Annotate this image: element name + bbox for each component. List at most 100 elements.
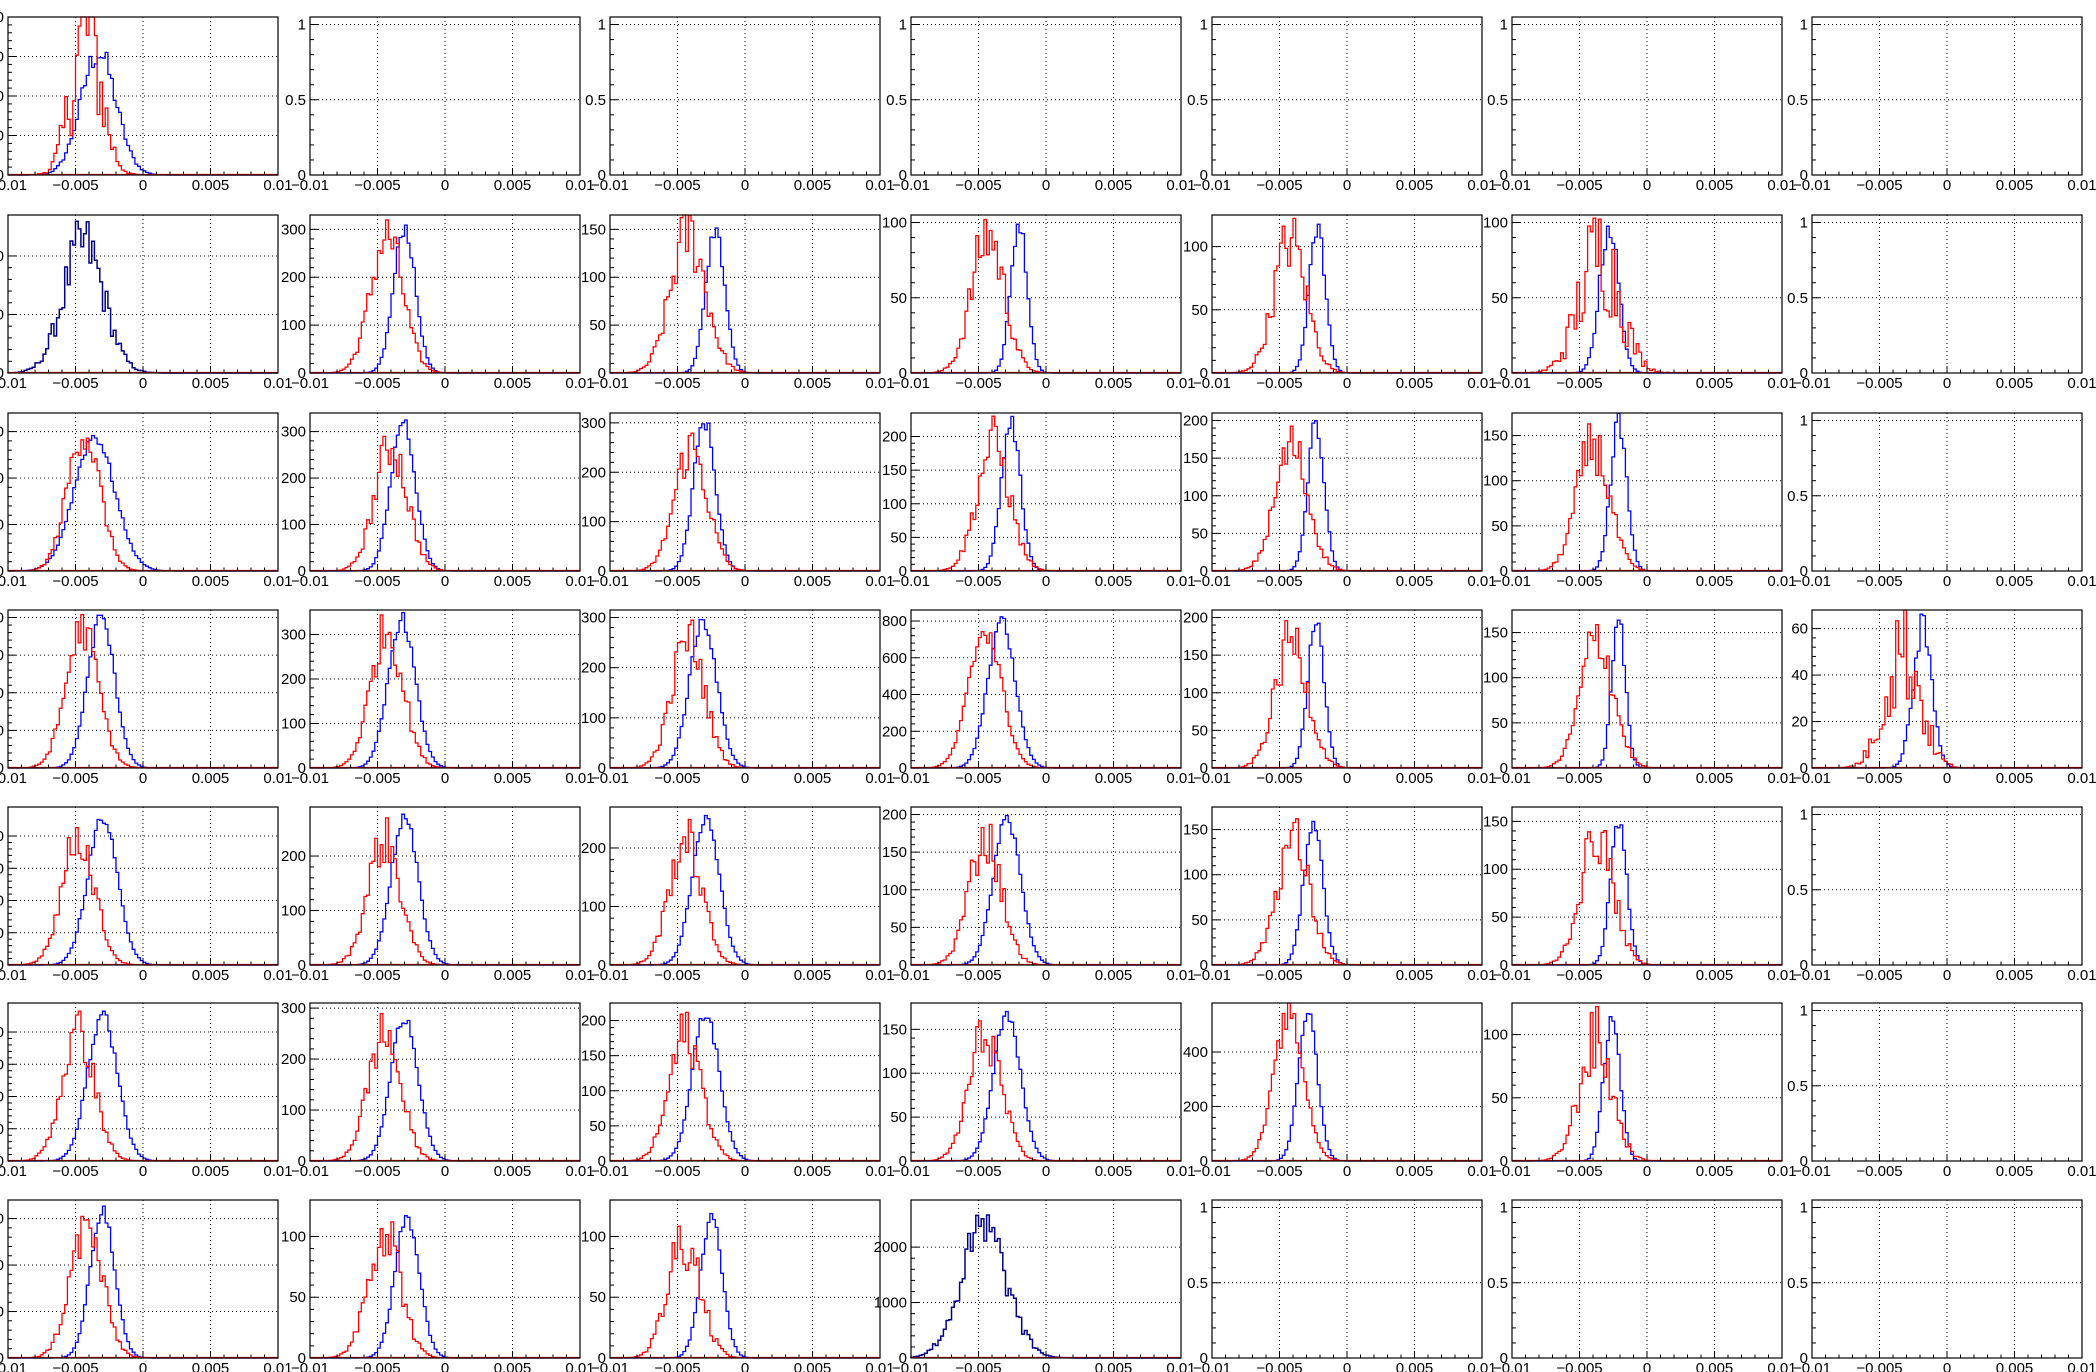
y-tick-label: 150 [1483,813,1508,830]
panel-r2-c4: −0.01 −0.005 0 0.005 0.01 0 50 100 [882,214,1196,392]
x-tick-label: 0.005 [794,770,832,787]
y-tick-label: 0 [1800,1153,1808,1170]
x-tick-label: −0.01 [291,177,329,194]
panel-r5-c7: −0.01 −0.005 0 0.005 0.01 0 0.5 1 [1787,806,2096,984]
panel-r1-c7: −0.01 −0.005 0 0.005 0.01 0 0.5 1 [1787,16,2096,194]
x-tick-label: −0.01 [1493,375,1531,392]
y-tick-label: 300 [0,1056,4,1073]
y-tick-label: 50 [1191,302,1208,319]
x-tick-label: −0.01 [1193,375,1231,392]
y-tick-label: 0 [1200,365,1208,382]
x-tick-label: 0.005 [1996,375,2034,392]
y-tick-label: 0 [1500,1153,1508,1170]
y-tick-label: 50 [1191,912,1208,929]
x-tick-label: −0.005 [52,1163,98,1180]
y-tick-label: 400 [0,828,4,845]
histogram-series-red [310,435,580,572]
histogram-series-blue [610,618,880,769]
x-tick-label: −0.01 [0,770,27,787]
y-tick-label: 60 [0,49,4,66]
y-tick-label: 50 [589,1289,606,1306]
x-tick-label: −0.005 [1256,1360,1302,1372]
x-tick-label: −0.005 [955,967,1001,984]
y-tick-label: 100 [882,496,907,513]
x-tick-label: 0.005 [794,177,832,194]
x-tick-label: 0.005 [1396,375,1434,392]
x-tick-label: −0.005 [1256,375,1302,392]
x-tick-label: 0.005 [1095,375,1133,392]
y-tick-label: 0 [0,167,4,184]
x-tick-label: 0 [741,1360,749,1372]
y-tick-label: 0 [1500,760,1508,777]
y-tick-label: 1000 [874,1295,907,1312]
panel-r5-c1: −0.01 −0.005 0 0.005 0.01 0 100 200 300 400 [0,806,293,984]
x-tick-label: 0.01 [1767,177,1796,194]
x-tick-label: 0 [1943,375,1951,392]
x-tick-label: 0.005 [1996,770,2034,787]
x-tick-label: 0 [1042,177,1050,194]
y-tick-label: 0 [0,1350,4,1367]
panel-r7-c5: −0.01 −0.005 0 0.005 0.01 0 0.5 1 [1187,1199,1497,1372]
y-tick-label: 50 [1491,715,1508,732]
y-tick-label: 0 [598,563,606,580]
x-tick-label: 0.01 [263,1360,292,1372]
x-tick-label: −0.01 [0,375,27,392]
y-tick-label: 0 [598,167,606,184]
x-tick-label: 0.01 [1166,770,1195,787]
y-tick-label: 0.5 [1787,92,1808,109]
y-tick-label: 0 [1800,365,1808,382]
y-tick-label: 40 [0,88,4,105]
y-tick-label: 100 [1183,488,1208,505]
y-tick-label: 150 [581,221,606,238]
x-tick-label: 0.005 [1396,1360,1434,1372]
x-tick-label: −0.005 [1556,770,1602,787]
y-tick-label: 0.5 [1787,882,1808,899]
y-tick-label: 2000 [874,1239,907,1256]
x-tick-label: 0.01 [1467,177,1496,194]
x-tick-label: −0.005 [1256,573,1302,590]
x-tick-label: −0.005 [52,967,98,984]
panel-r7-c6: −0.01 −0.005 0 0.005 0.01 0 0.5 1 [1487,1199,1797,1372]
histogram-series-blue [1512,412,1782,572]
x-tick-label: 0.01 [1467,1163,1496,1180]
histogram-series-red [911,218,1181,374]
x-tick-label: −0.01 [1193,573,1231,590]
x-tick-label: 0.01 [565,375,594,392]
x-tick-label: 0.01 [2067,770,2096,787]
plot-frame [309,1002,581,1162]
x-tick-label: −0.005 [654,177,700,194]
y-tick-label: 0 [298,365,306,382]
x-tick-label: 0 [1643,573,1651,590]
x-tick-label: 0.005 [1996,573,2034,590]
y-tick-label: 200 [0,470,4,487]
plot-frame [7,412,279,572]
x-tick-label: 0.01 [865,177,894,194]
histogram-series-red [911,631,1181,769]
x-tick-label: 0 [1042,770,1050,787]
panel-r6-c6: −0.01 −0.005 0 0.005 0.01 0 50 100 [1483,1002,1797,1180]
x-tick-label: 0.005 [1696,1360,1734,1372]
x-tick-label: 0 [1343,770,1351,787]
y-tick-label: 20 [1791,714,1808,731]
plot-frame [1811,1002,2083,1162]
x-tick-label: −0.005 [955,1360,1001,1372]
plot-frame [609,1002,881,1162]
y-tick-label: 100 [1483,861,1508,878]
x-tick-label: 0.005 [494,770,532,787]
y-tick-label: 300 [281,626,306,643]
histogram-series-red [8,614,278,769]
x-tick-label: 0.01 [1166,1360,1195,1372]
x-tick-label: 0.005 [192,1360,230,1372]
x-tick-label: −0.01 [0,1163,27,1180]
x-tick-label: −0.005 [1256,1163,1302,1180]
x-tick-label: 0.01 [1467,1360,1496,1372]
y-tick-label: 100 [581,1228,606,1245]
x-tick-label: 0 [1943,573,1951,590]
histogram-series-blue [911,223,1181,374]
x-tick-label: 0.01 [865,770,894,787]
histogram-series-blue [911,616,1181,769]
x-tick-label: 0.005 [794,375,832,392]
x-tick-label: 0.01 [865,573,894,590]
plot-frame [1211,412,1483,572]
x-tick-label: 0 [741,967,749,984]
